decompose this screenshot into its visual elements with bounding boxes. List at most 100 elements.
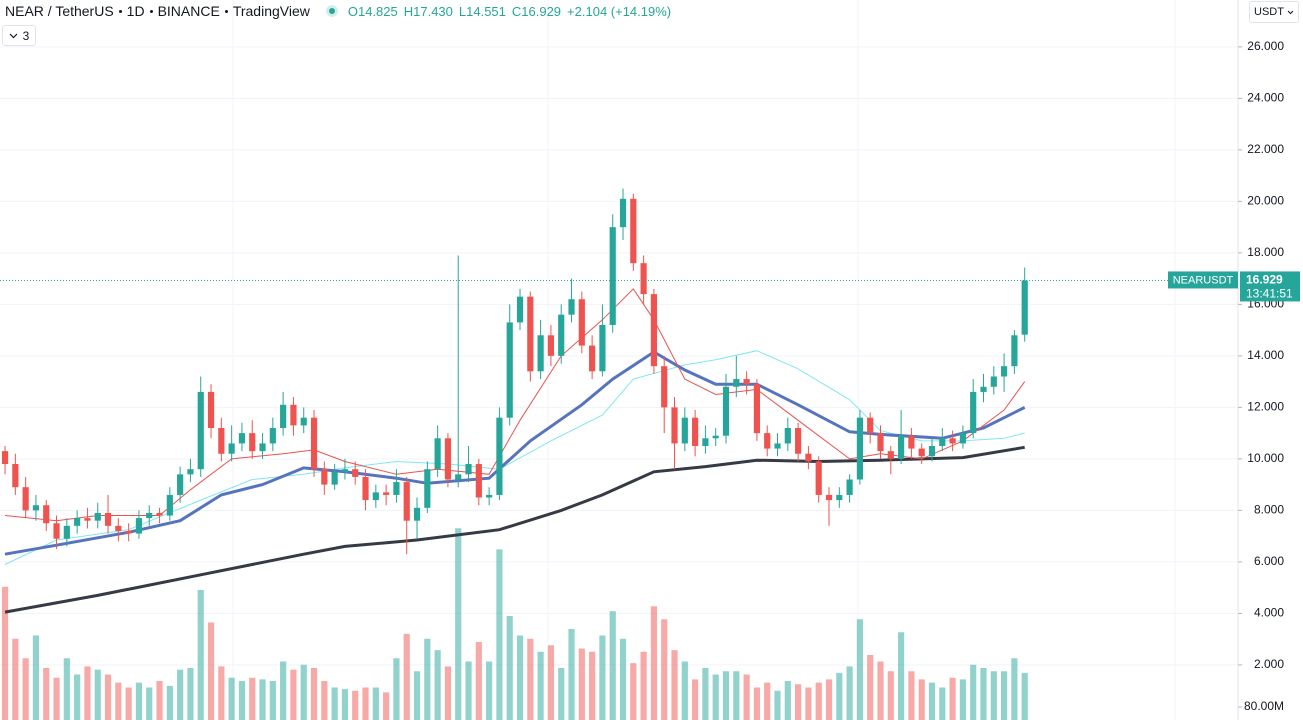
candle-body <box>784 427 791 444</box>
volume-bar <box>887 671 894 720</box>
candle-body <box>692 417 699 447</box>
volume-bar <box>568 629 575 720</box>
symbol: NEAR / TetherUS <box>5 3 114 19</box>
candle-body <box>166 494 173 516</box>
candle-body <box>269 427 276 444</box>
volume-bar <box>352 690 359 720</box>
candle-body <box>115 525 122 531</box>
candle-body <box>671 407 678 444</box>
candle-body <box>753 384 761 434</box>
volume-bar <box>43 668 50 720</box>
volume-bar <box>547 645 555 720</box>
volume-bar <box>1 586 9 720</box>
candle-body <box>352 469 359 477</box>
candle-body <box>228 443 235 454</box>
symbol-tag <box>1168 271 1238 289</box>
volume-bar <box>269 681 276 720</box>
candle-body <box>74 518 81 526</box>
candle-body <box>238 433 246 444</box>
volume-bar <box>959 679 966 720</box>
candle-body <box>795 427 802 454</box>
candle-body <box>53 523 60 539</box>
candle-body <box>702 438 709 447</box>
volume-bar <box>722 671 730 720</box>
volume-bar <box>249 677 256 720</box>
moving-average <box>4 350 1025 565</box>
volume-bar <box>475 642 482 720</box>
volume-bar <box>846 666 853 720</box>
y-tick-label: 18.000 <box>1247 245 1284 259</box>
volume-bar <box>733 671 740 720</box>
volume-bar <box>166 685 173 720</box>
candle-body <box>424 469 431 508</box>
indicators-toggle[interactable]: 3 <box>2 25 36 46</box>
volume-bar <box>527 638 534 720</box>
candle-body <box>280 404 287 428</box>
volume-bar <box>671 650 678 720</box>
volume-bar <box>63 658 70 720</box>
volume-bar <box>218 666 225 720</box>
currency-button[interactable]: USDT <box>1249 1 1299 23</box>
volume-bar <box>949 677 956 720</box>
candle-body <box>1011 335 1018 367</box>
volume-bar <box>444 666 452 720</box>
candle-body <box>393 482 400 495</box>
candle-body <box>486 494 493 498</box>
candle-body <box>877 433 884 452</box>
candle-body <box>496 417 503 495</box>
volume-bar <box>290 669 297 720</box>
volume-bar <box>84 666 91 720</box>
symbol-tag-label: NEARUSDT <box>1173 274 1234 286</box>
candle-body <box>764 433 771 449</box>
candle-body <box>259 443 266 452</box>
volume-bar <box>970 664 977 720</box>
candle-body <box>537 335 544 372</box>
volume-bar <box>383 692 390 720</box>
volume-bar <box>939 687 946 720</box>
candle-body <box>939 438 946 447</box>
candle-body <box>135 518 143 534</box>
open: O14.825 <box>347 3 398 19</box>
moving-average <box>4 445 1025 614</box>
volume-bar <box>331 687 338 720</box>
volume-bar <box>125 687 132 720</box>
candle-body <box>249 433 256 452</box>
candle-body <box>712 435 719 439</box>
candle-body <box>527 296 534 372</box>
candle-body <box>341 469 349 472</box>
candle-body <box>867 417 874 434</box>
volume-bar <box>341 689 349 720</box>
volume-bar <box>22 658 29 720</box>
candle-body <box>1021 280 1028 335</box>
candle-body <box>321 469 328 485</box>
volume-bar <box>1011 658 1018 720</box>
candle-body <box>1 451 9 465</box>
volume-bar <box>496 549 503 720</box>
volume-bar <box>836 672 843 720</box>
volume-bar <box>321 681 328 720</box>
volume-bar <box>177 669 184 720</box>
volume-bar <box>115 682 122 720</box>
countdown: 13:41:51 <box>1246 287 1293 301</box>
volume-bar <box>619 638 627 720</box>
candle-body <box>640 263 647 295</box>
candle-body <box>403 482 410 521</box>
moving-average <box>4 288 1026 522</box>
volume-bar <box>146 687 153 720</box>
source: TradingView <box>232 3 310 19</box>
candle-body <box>104 512 112 526</box>
price-tag <box>1240 271 1300 302</box>
candle-body <box>650 294 658 367</box>
candle-body <box>218 427 225 454</box>
volume-bar <box>990 671 997 720</box>
volume-bar <box>764 682 771 720</box>
market-status[interactable] <box>325 5 338 17</box>
volume-bar <box>589 651 596 720</box>
candle-body <box>609 227 616 325</box>
y-tick-label: 12.000 <box>1247 400 1284 414</box>
y-tick-label: 24.000 <box>1247 91 1284 105</box>
candle-body <box>94 512 101 521</box>
candle-body <box>372 492 379 501</box>
volume-bar <box>805 687 812 720</box>
